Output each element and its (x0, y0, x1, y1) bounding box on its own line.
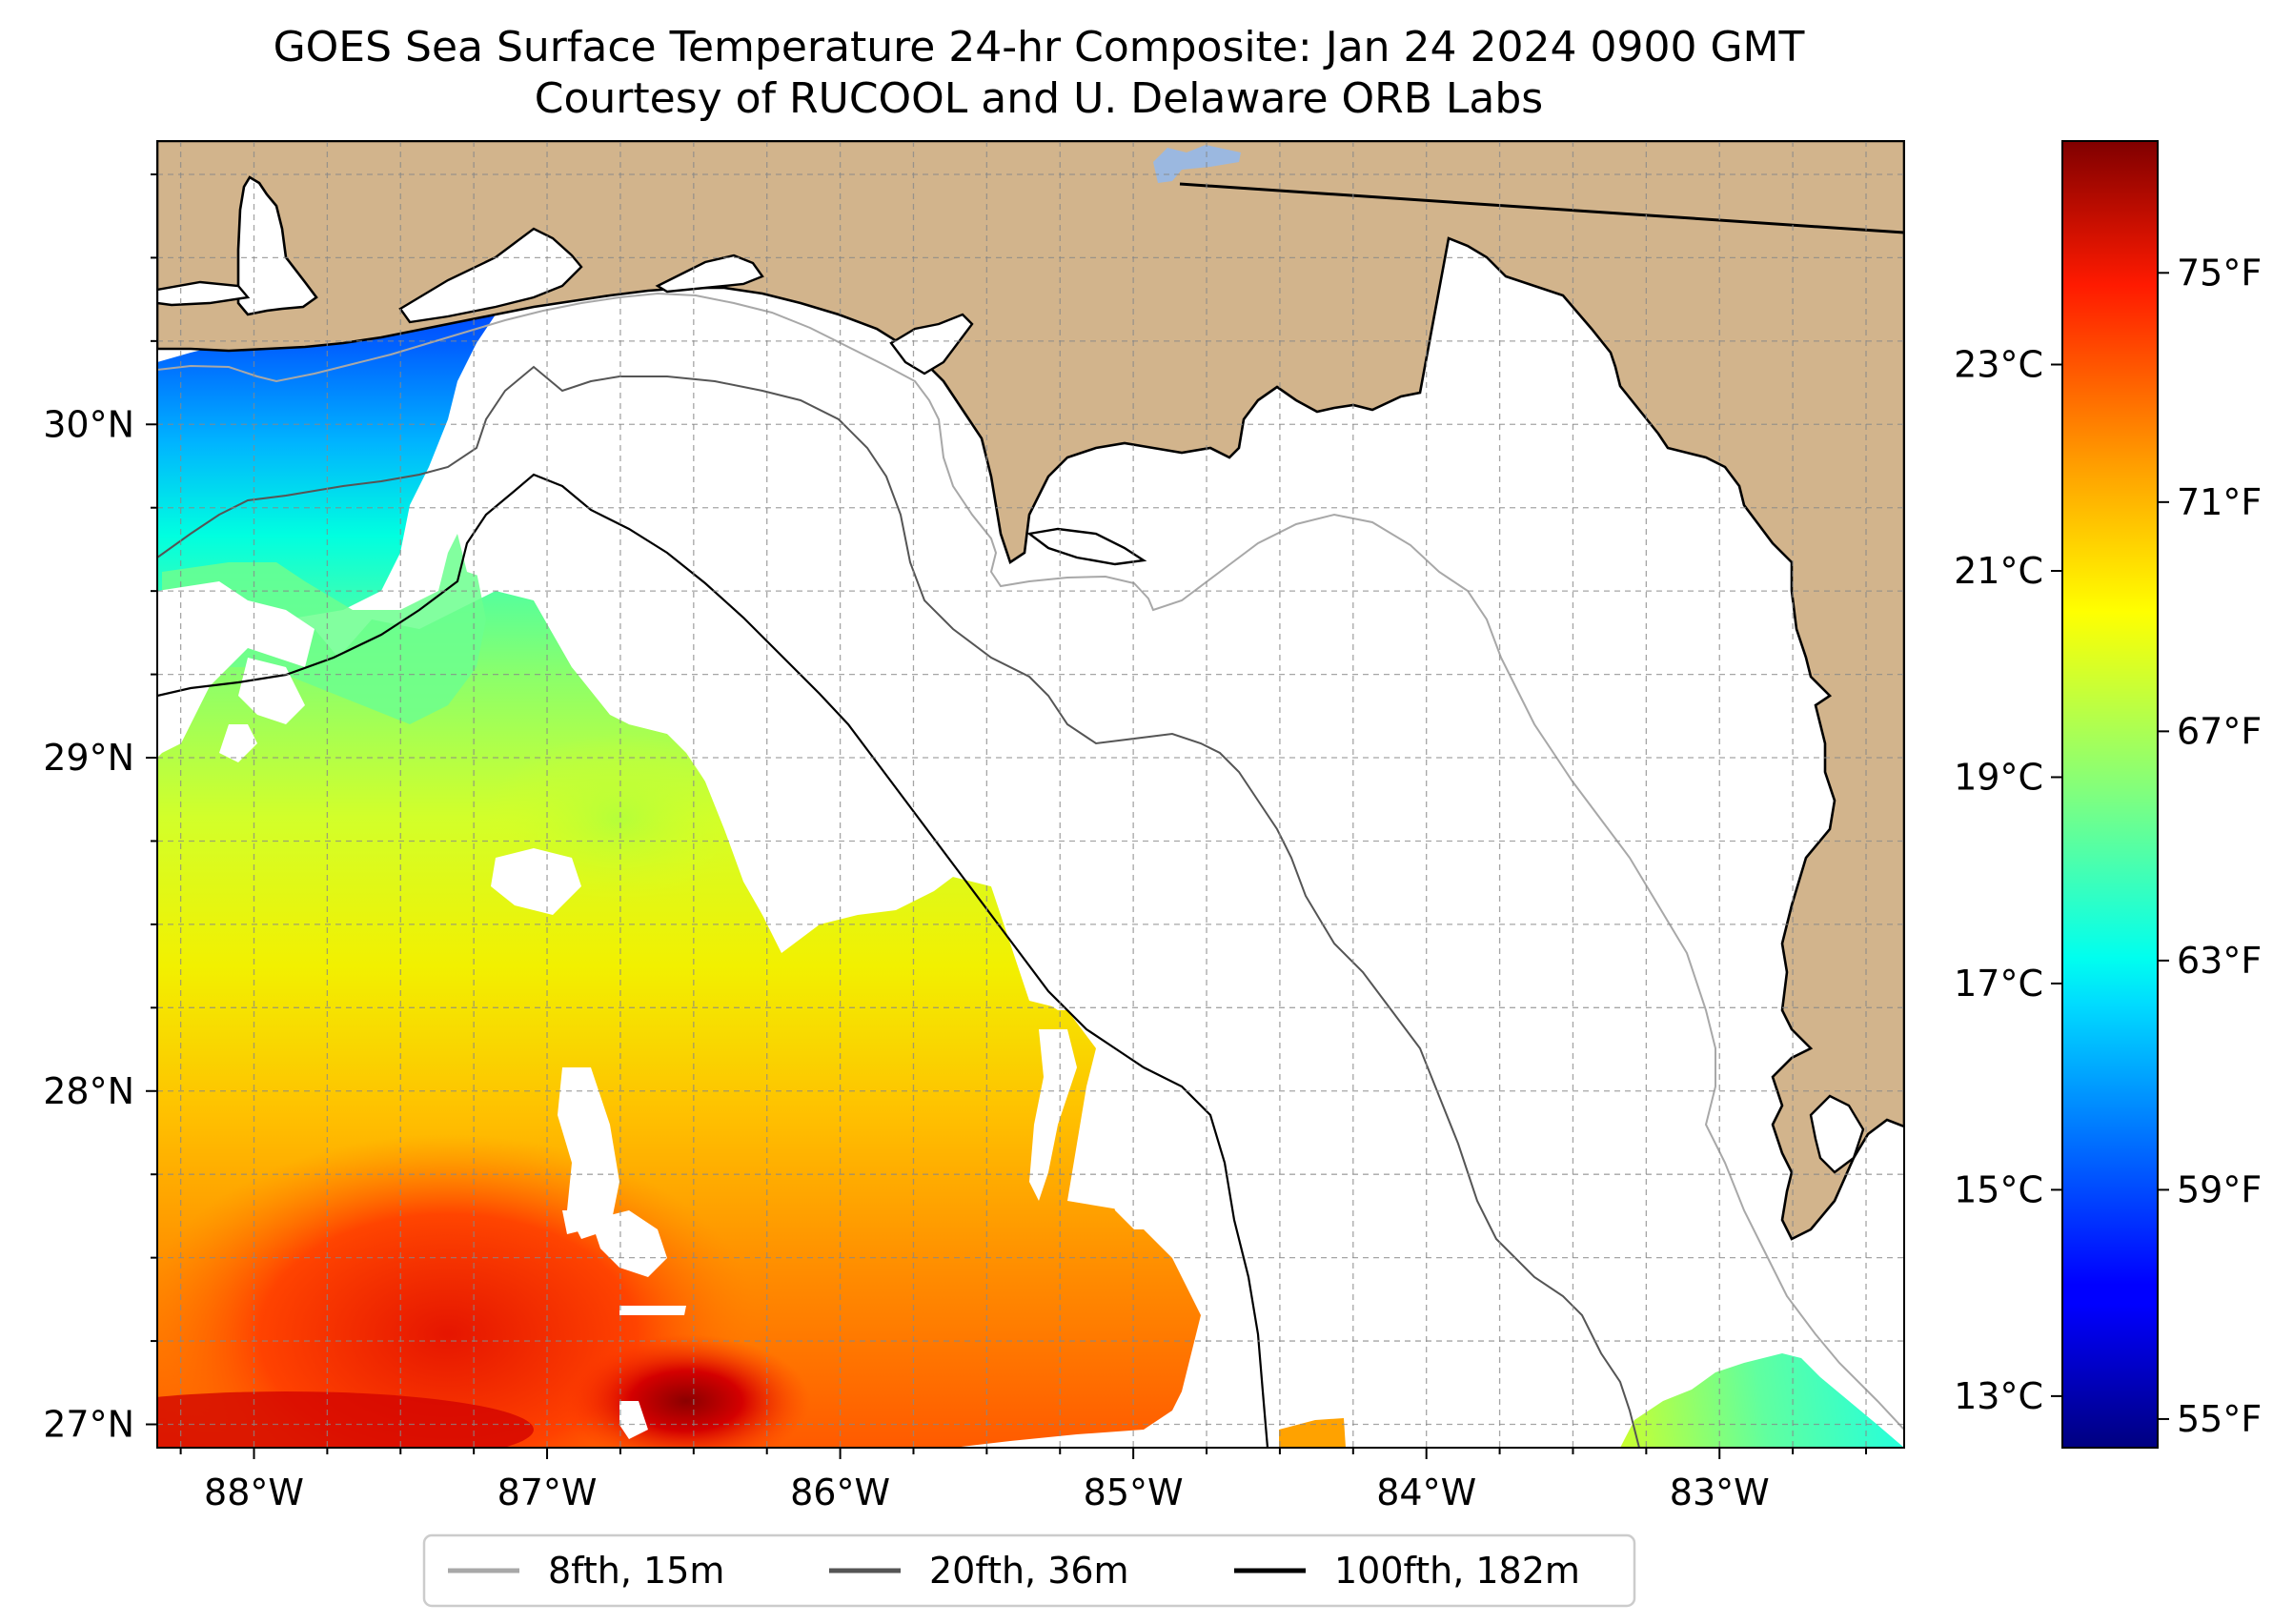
lon-tick-label: 86°W (790, 1472, 890, 1513)
longitude-axis: 88°W 87°W 86°W 85°W 84°W 83°W (179, 1448, 1868, 1513)
pensacola-bay (398, 227, 583, 324)
isobath-20fth (157, 365, 1640, 1448)
legend-box (422, 1533, 1636, 1608)
lon-tick-label: 85°W (1084, 1472, 1184, 1513)
legend-items: 8fth, 15m 20fth, 36m 100fth, 182m (448, 1550, 1580, 1592)
colorbar-celsius-label: 17°C (1954, 963, 2043, 1005)
colorbar-celsius-label: 23°C (1954, 344, 2043, 386)
colorbar-celsius-ticks: 13°C 15°C 17°C 19°C 21°C 23°C (1954, 344, 2062, 1417)
lon-tick-label: 83°W (1670, 1472, 1770, 1513)
choctawhatchee-bay (655, 254, 764, 294)
colorbar-fahrenheit-label: 71°F (2177, 481, 2262, 523)
map-area (157, 141, 1904, 1448)
lon-tick-label: 84°W (1376, 1472, 1476, 1513)
colorbar-celsius-label: 21°C (1954, 550, 2043, 592)
cloud-gaps (157, 581, 1077, 1439)
colorbar-ramp (2061, 140, 2159, 1449)
colorbar-fahrenheit-label: 63°F (2177, 940, 2262, 982)
colorbar: 13°C 15°C 17°C 19°C 21°C 23°C 55°F 59°F 63°F 67°… (1954, 140, 2262, 1449)
map-frame (156, 140, 1905, 1449)
colorbar-fahrenheit-label: 75°F (2177, 252, 2262, 294)
legend: 8fth, 15m 20fth, 36m 100fth, 182m (422, 1533, 1636, 1608)
colorbar-fahrenheit-label: 59°F (2177, 1168, 2262, 1210)
colorbar-fahrenheit-label: 55°F (2177, 1398, 2262, 1440)
lake-seminole (1153, 145, 1241, 183)
lon-tick-label: 87°W (497, 1472, 598, 1513)
lat-tick-label: 28°N (43, 1070, 134, 1112)
lon-tick-label: 88°W (204, 1472, 304, 1513)
tampa-bay (1809, 1094, 1865, 1174)
colorbar-celsius-label: 15°C (1954, 1168, 2043, 1210)
coastal-lagoon-west (157, 280, 251, 307)
lat-tick-label: 30°N (43, 403, 134, 445)
lat-tick-label: 27°N (43, 1404, 134, 1446)
isobath-8fth (157, 292, 1904, 1431)
legend-label: 8fth, 15m (548, 1550, 724, 1592)
colorbar-fahrenheit-ticks: 55°F 59°F 63°F 67°F 71°F 75°F (2158, 252, 2262, 1440)
colorbar-celsius-label: 19°C (1954, 756, 2043, 798)
sst-patch-south (1279, 1418, 1346, 1448)
sst-field-green-band (162, 534, 486, 724)
latitude-axis: 27°N 28°N 29°N 30°N (43, 173, 157, 1446)
colorbar-celsius-label: 13°C (1954, 1375, 2043, 1417)
sst-southern-red-strip (157, 1391, 534, 1448)
figure-title-line1: GOES Sea Surface Temperature 24-hr Compo… (274, 23, 1805, 71)
isobath-100fth (157, 473, 1269, 1448)
st-andrews-bay (889, 313, 974, 376)
land-mass (157, 141, 1904, 1241)
apalachicola-bay (1026, 527, 1147, 566)
legend-label: 20fth, 36m (929, 1550, 1129, 1592)
state-border-line (1179, 182, 1904, 234)
figure-title-line2: Courtesy of RUCOOL and U. Delaware ORB L… (535, 74, 1543, 123)
colorbar-fahrenheit-label: 67°F (2177, 710, 2262, 752)
gridlines (157, 141, 1904, 1448)
cloud-gap-eastern-shelf (457, 396, 1239, 1229)
lat-tick-label: 29°N (43, 737, 134, 779)
legend-label: 100fth, 182m (1334, 1550, 1580, 1592)
